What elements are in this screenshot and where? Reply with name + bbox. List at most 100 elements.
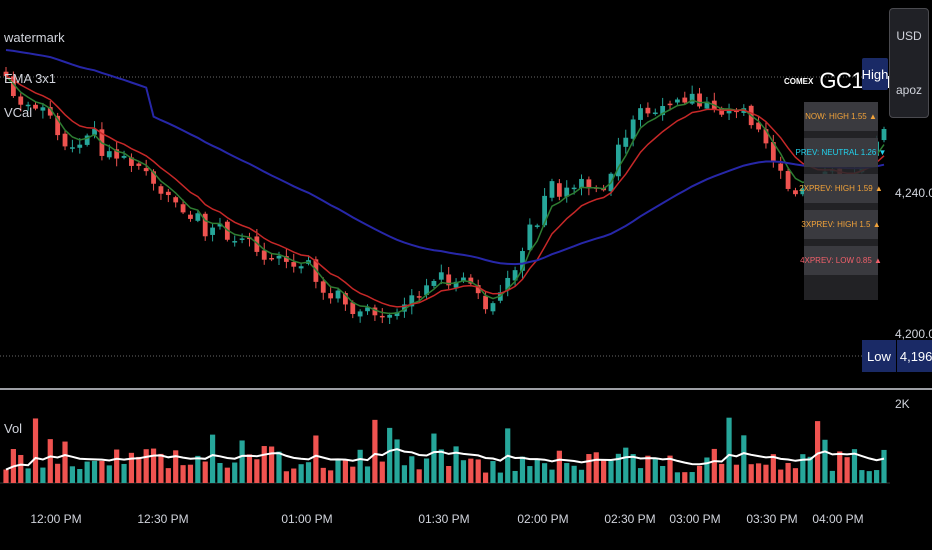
panel-row-now: NOW: HIGH 1.55 ▲: [804, 102, 878, 131]
candle-body: [512, 270, 518, 281]
volume-bar: [77, 469, 83, 483]
volume-bar: [239, 440, 245, 483]
candle-body: [402, 304, 407, 312]
volume-ma-line: [5, 448, 885, 471]
ema-indicator-label[interactable]: EMA 3x1: [4, 71, 57, 86]
candle-body: [291, 262, 297, 267]
volume-bar: [25, 468, 31, 483]
volume-bar: [342, 460, 348, 483]
volume-bar: [328, 470, 334, 483]
candle-body: [483, 295, 488, 310]
candle-body: [446, 274, 452, 286]
volume-bar: [254, 459, 260, 483]
candle-body: [239, 238, 245, 240]
volume-bar: [446, 465, 452, 483]
volume-bar: [55, 463, 61, 483]
volume-bar: [121, 463, 127, 483]
time-tick: 01:00 PM: [281, 512, 333, 526]
candle-body: [630, 119, 636, 139]
candle-body: [615, 144, 621, 177]
candle-body: [556, 183, 562, 197]
volume-bar: [556, 450, 562, 483]
volume-bar: [689, 472, 695, 483]
high-price-tag: High: [862, 58, 888, 90]
candle-body: [276, 255, 282, 259]
volume-bar: [571, 465, 577, 483]
price-tick: 4,240.0: [895, 186, 932, 200]
candle-body: [800, 188, 806, 195]
candle-body: [394, 312, 400, 317]
volume-bar: [416, 469, 422, 483]
candle-body: [25, 104, 31, 107]
candle-body: [409, 295, 415, 307]
volume-bar: [778, 469, 784, 483]
candle-body: [342, 293, 348, 305]
candle-body: [165, 191, 171, 196]
volume-bar: [822, 439, 828, 483]
volume-bar: [84, 461, 90, 483]
candle-body: [564, 187, 570, 197]
volume-bar: [748, 464, 754, 483]
volume-bar: [232, 462, 238, 483]
candle-body: [357, 311, 363, 317]
volume-bar: [630, 454, 636, 483]
unit-button[interactable]: apoz: [895, 83, 923, 97]
candle-body: [475, 285, 481, 294]
volume-bar: [652, 458, 658, 483]
volume-bar: [106, 465, 112, 483]
candle-body: [379, 315, 385, 318]
volume-bar: [755, 463, 762, 483]
candle-body: [549, 181, 555, 198]
volume-bar: [844, 457, 850, 483]
candle-body: [188, 214, 193, 219]
panel-row-3xprev: 3XPREV: HIGH 1.5 ▲: [801, 210, 881, 239]
volume-bar: [150, 448, 157, 483]
volume-bar: [40, 467, 46, 483]
volume-bar: [217, 462, 223, 483]
candle-body: [320, 281, 326, 293]
time-tick: 04:00 PM: [812, 512, 864, 526]
volume-bar: [534, 459, 540, 483]
panel-row-text: 2XPREV: HIGH 1.59 ▲: [799, 184, 883, 193]
candle-body: [579, 178, 584, 189]
low-value: 4,196.0: [895, 340, 932, 372]
volume-bar: [423, 458, 430, 483]
panel-row-text: 4XPREV: LOW 0.85 ▲: [800, 256, 882, 265]
volume-bar: [475, 459, 481, 483]
volume-bar: [269, 446, 275, 483]
candle-body: [261, 250, 267, 260]
volume-bar: [291, 468, 297, 483]
candle-body: [778, 163, 784, 171]
candle-body: [638, 108, 643, 120]
candle-body: [623, 137, 629, 147]
volume-tick: 2K: [895, 397, 910, 411]
volume-bar: [136, 456, 142, 483]
candle-body: [770, 142, 776, 162]
candle-body: [424, 285, 429, 295]
candle-body: [461, 277, 466, 282]
volume-bar: [874, 470, 880, 483]
volume-bar: [173, 450, 179, 483]
volume-indicator-label[interactable]: Vol: [4, 421, 23, 436]
volume-bar: [519, 456, 526, 483]
candle-body: [520, 251, 525, 271]
candle-body: [232, 241, 238, 243]
volume-bar: [320, 467, 326, 483]
volume-bar: [578, 469, 585, 483]
candle-body: [92, 129, 97, 135]
time-tick: 02:30 PM: [604, 512, 656, 526]
candle-body: [645, 107, 651, 114]
candle-body: [586, 179, 592, 189]
volume-bar: [542, 463, 548, 483]
time-tick: 03:00 PM: [669, 512, 721, 526]
vcal-indicator-label[interactable]: VCal: [4, 105, 33, 120]
candle-body: [719, 107, 725, 115]
volume-bar: [564, 463, 570, 483]
volume-bar: [497, 472, 503, 483]
time-tick: 03:30 PM: [746, 512, 798, 526]
volume-bar: [114, 449, 120, 483]
currency-button[interactable]: USD: [896, 29, 922, 43]
candle-body: [55, 115, 61, 136]
volume-bar: [696, 465, 703, 483]
